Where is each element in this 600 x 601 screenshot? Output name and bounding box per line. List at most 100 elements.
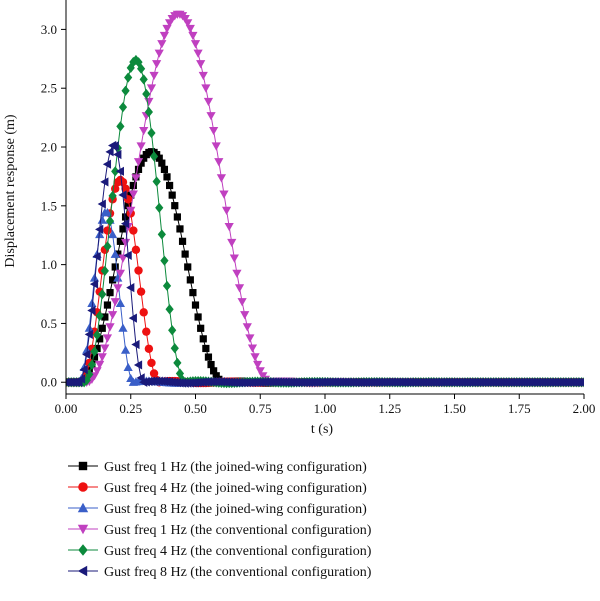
series-3-point-23 bbox=[120, 345, 131, 354]
series-5-point-41 bbox=[168, 325, 177, 336]
series-4-point-34 bbox=[149, 71, 159, 81]
series-4-point-38 bbox=[159, 31, 170, 41]
series-3-point-21 bbox=[115, 298, 125, 307]
series-2-point-29 bbox=[136, 287, 146, 296]
series-4-point-73 bbox=[250, 353, 260, 362]
series-5-point-19 bbox=[111, 166, 120, 177]
series-4-point-56 bbox=[206, 112, 216, 121]
series-4-point-52 bbox=[196, 60, 206, 69]
series-6-point-11 bbox=[89, 279, 99, 289]
series-3-point-14 bbox=[97, 215, 107, 224]
series-5-point-23 bbox=[121, 85, 130, 96]
legend-label-5: Gust freq 4 Hz (the conventional configu… bbox=[104, 544, 372, 559]
axes: 0.00 0.25 0.50 0.75 1.00 1.25 1.50 1.75 2.00 0.0 0… bbox=[41, 0, 596, 416]
series-1-point-40 bbox=[166, 181, 174, 190]
series-5-point-32 bbox=[144, 106, 153, 118]
series-1-point-49 bbox=[189, 289, 197, 297]
series-1-point-23 bbox=[121, 213, 130, 221]
series-6-point-24 bbox=[123, 250, 132, 260]
series-3-point-19 bbox=[110, 249, 120, 258]
series-4-point-54 bbox=[201, 84, 211, 93]
series-4-point-71 bbox=[245, 334, 255, 343]
series-5-point-16 bbox=[103, 241, 112, 252]
y-tick-label-6: 3.0 bbox=[41, 22, 57, 37]
legend-item-1: Gust freq 1 Hz (the joined-wing configur… bbox=[68, 460, 367, 475]
series-1-point-46 bbox=[181, 250, 189, 258]
series-6-point-29 bbox=[136, 373, 145, 383]
series-4-point-50 bbox=[190, 40, 201, 49]
series-6-point-200 bbox=[579, 379, 584, 385]
legend-label-4: Gust freq 1 Hz (the conventional configu… bbox=[104, 523, 372, 538]
legend-item-6: Gust freq 8 Hz (the conventional configu… bbox=[68, 565, 372, 580]
series-6-point-12 bbox=[92, 251, 101, 262]
series-4-point-53 bbox=[198, 71, 208, 81]
legend-marker-6 bbox=[77, 565, 88, 577]
y-tick-label-1: 0.5 bbox=[41, 316, 57, 331]
series-4-point-69 bbox=[240, 311, 250, 320]
series-1-point-29 bbox=[137, 159, 145, 167]
series-4-point-68 bbox=[237, 298, 247, 307]
series-5-point-24 bbox=[124, 72, 133, 83]
series-6-point-25 bbox=[126, 283, 135, 293]
series-6-point-26 bbox=[128, 313, 137, 323]
series-6-point-13 bbox=[95, 224, 104, 234]
series-4-point-21 bbox=[115, 269, 125, 278]
series-6 bbox=[66, 140, 584, 388]
series-3-point-24 bbox=[123, 362, 133, 372]
series-1-point-45 bbox=[178, 237, 187, 245]
series-6-point-21 bbox=[115, 166, 124, 176]
series-4-point-15 bbox=[100, 344, 110, 353]
series-4-point-67 bbox=[234, 284, 245, 293]
legend-marker-2 bbox=[78, 482, 88, 492]
series-1-point-43 bbox=[173, 213, 181, 221]
series-5-point-13 bbox=[95, 310, 104, 321]
series-3-point-16 bbox=[102, 208, 113, 217]
series-5-point-25 bbox=[126, 62, 135, 73]
legend: Gust freq 1 Hz (the joined-wing configur… bbox=[68, 460, 372, 580]
series-3-point-11 bbox=[89, 273, 100, 282]
series-6-point-14 bbox=[97, 199, 106, 209]
series-5-point-10 bbox=[87, 359, 96, 370]
series-4-point-58 bbox=[211, 142, 221, 151]
series-4-point-46 bbox=[180, 14, 190, 24]
series-6-line bbox=[66, 144, 584, 384]
series-4-point-27 bbox=[131, 174, 141, 183]
legend-label-6: Gust freq 8 Hz (the conventional configu… bbox=[104, 565, 372, 580]
series-4-point-57 bbox=[209, 126, 219, 136]
series-4-point-59 bbox=[214, 158, 224, 167]
series-1-point-15 bbox=[101, 313, 109, 321]
series-1-point-53 bbox=[199, 335, 207, 343]
series-5-point-39 bbox=[162, 280, 172, 291]
series-1-point-56 bbox=[207, 360, 215, 369]
series-4-point-12 bbox=[92, 367, 102, 376]
series-1-point-39 bbox=[163, 173, 171, 181]
series-2-point-16 bbox=[103, 226, 112, 235]
series-5-point-12 bbox=[92, 329, 102, 341]
series-5-point-36 bbox=[155, 202, 164, 213]
series-5-point-35 bbox=[152, 176, 161, 187]
series-5-point-34 bbox=[149, 151, 159, 162]
y-tick-label-2: 1.0 bbox=[41, 257, 57, 272]
x-tick-label-5: 1.25 bbox=[378, 401, 401, 416]
series-4-point-14 bbox=[97, 353, 107, 362]
series-4-point-60 bbox=[216, 174, 226, 183]
series-1-point-14 bbox=[98, 324, 106, 332]
series-6-point-23 bbox=[120, 219, 130, 229]
series-4-point-61 bbox=[219, 190, 229, 199]
series-3 bbox=[66, 208, 584, 387]
x-tick-label-3: 0.75 bbox=[249, 401, 272, 416]
legend-item-5: Gust freq 4 Hz (the conventional configu… bbox=[68, 544, 372, 559]
series-1-point-54 bbox=[202, 344, 210, 353]
x-tick-label-8: 2.00 bbox=[573, 401, 596, 416]
series-5-point-40 bbox=[165, 304, 174, 315]
x-tick-label-0: 0.00 bbox=[55, 401, 78, 416]
x-axis-title: t (s) bbox=[311, 422, 334, 437]
series-1-point-18 bbox=[109, 276, 117, 284]
series-4-point-55 bbox=[203, 97, 214, 107]
series-5-point-9 bbox=[85, 369, 94, 380]
series-1-point-11 bbox=[90, 353, 99, 361]
series-4-point-32 bbox=[144, 97, 154, 107]
series-5 bbox=[66, 54, 584, 389]
legend-label-3: Gust freq 8 Hz (the joined-wing configur… bbox=[104, 502, 367, 517]
series-4-point-23 bbox=[120, 238, 131, 248]
